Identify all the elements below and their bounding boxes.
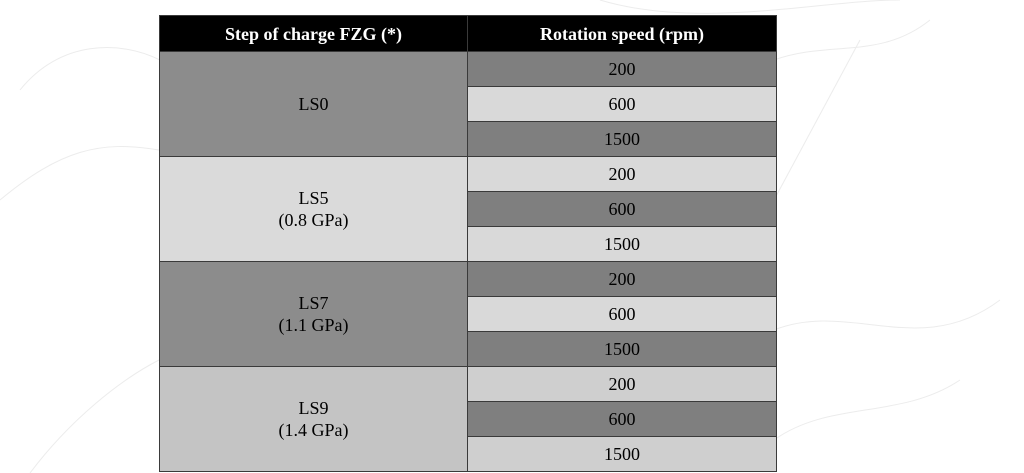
speed-cell: 1500 (467, 226, 777, 262)
stage-cell-ls9: LS9 (1.4 GPa) (159, 366, 468, 472)
table-row: LS9 (1.4 GPa) 200 (159, 366, 777, 472)
speed-cell: 200 (467, 51, 777, 87)
table-row: 600 (160, 191, 777, 227)
stage-cell-ls5: LS5 (0.8 GPa) (159, 156, 468, 262)
header-rotation-speed: Rotation speed (rpm) (467, 15, 777, 52)
speed-cell: 1500 (467, 436, 777, 472)
table-row: 600 (160, 86, 777, 122)
speed-cell: 600 (467, 401, 777, 437)
header-step-of-charge: Step of charge FZG (*) (159, 15, 468, 52)
stage-name: LS5 (298, 188, 329, 208)
stage-name: LS7 (298, 293, 329, 313)
table-row: 600 (160, 401, 777, 437)
stage-cell-ls7: LS7 (1.1 GPa) (159, 261, 468, 367)
stage-name: LS0 (298, 94, 329, 114)
stage-pressure: (1.4 GPa) (278, 420, 349, 440)
stage-pressure: (0.8 GPa) (278, 210, 349, 230)
table-row: LS5 (0.8 GPa) 200 (159, 156, 777, 262)
stage-cell-ls0: LS0 (159, 51, 468, 157)
speed-cell: 200 (467, 366, 777, 402)
stage-name: LS9 (298, 398, 329, 418)
fzg-test-table: Step of charge FZG (*) Rotation speed (r… (159, 15, 777, 472)
speed-cell: 1500 (467, 331, 777, 367)
table-row: 600 (160, 296, 777, 332)
speed-cell: 1500 (467, 121, 777, 157)
speed-cell: 600 (467, 86, 777, 122)
table-row: LS7 (1.1 GPa) 200 (159, 261, 777, 367)
stage-pressure: (1.1 GPa) (278, 315, 349, 335)
table-header-row: Step of charge FZG (*) Rotation speed (r… (159, 15, 777, 52)
speed-cell: 600 (467, 296, 777, 332)
table-row: LS0 200 (159, 51, 777, 157)
speed-cell: 200 (467, 156, 777, 192)
table-row: 1500 (160, 331, 777, 367)
fzg-table-container: Step of charge FZG (*) Rotation speed (r… (159, 15, 777, 472)
table-row: 1500 (160, 121, 777, 157)
speed-cell: 600 (467, 191, 777, 227)
speed-cell: 200 (467, 261, 777, 297)
table-row: 1500 (160, 436, 777, 472)
